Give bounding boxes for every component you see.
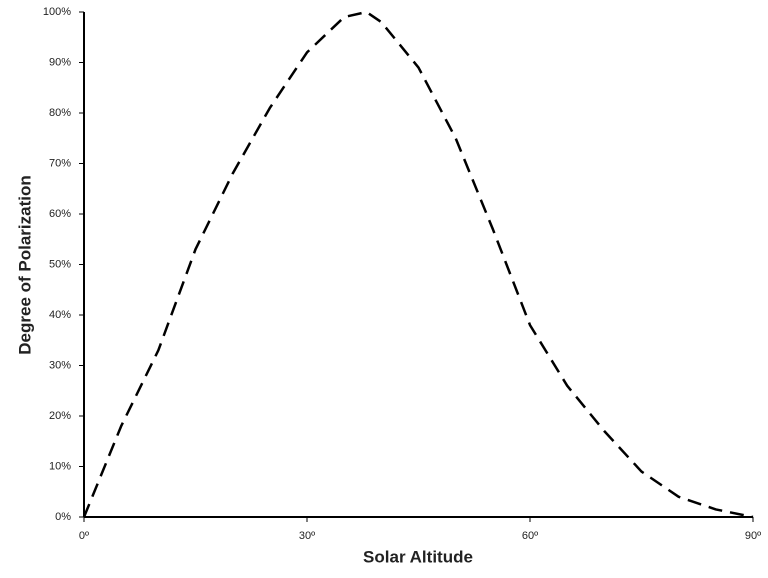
x-tick-label: 30º: [299, 530, 315, 542]
y-axis-title: Degree of Polarization: [15, 175, 34, 354]
y-tick-label: 90%: [49, 56, 71, 68]
y-tick-label: 0%: [55, 511, 71, 523]
y-tick-label: 80%: [49, 107, 71, 119]
x-tick-label: 60º: [522, 530, 538, 542]
x-tick-label: 0º: [79, 530, 89, 542]
line-series: [82, 10, 754, 519]
y-tick-label: 50%: [49, 258, 71, 270]
x-axis-title: Solar Altitude: [363, 547, 473, 566]
y-tick-label: 60%: [49, 208, 71, 220]
x-tick-label: 90º: [745, 530, 761, 542]
y-tick-label: 100%: [43, 6, 71, 18]
y-tick-label: 10%: [49, 460, 71, 472]
y-tick-label: 20%: [49, 410, 71, 422]
y-tick-label: 30%: [49, 359, 71, 371]
y-tick-label: 40%: [49, 309, 71, 321]
y-tick-label: 70%: [49, 157, 71, 169]
